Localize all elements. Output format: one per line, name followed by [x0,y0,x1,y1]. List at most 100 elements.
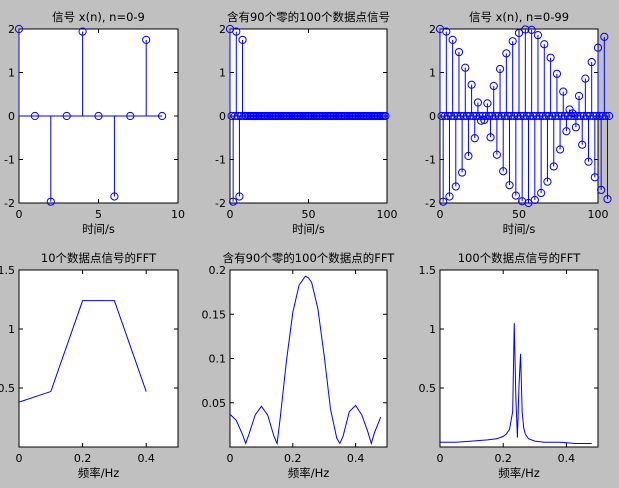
stem-marker [229,197,238,206]
stem-marker [230,111,239,121]
stem-marker [521,25,530,34]
stem-marker [600,32,609,41]
stem-marker [456,111,465,121]
y-tick-label: -2 [425,197,436,210]
axes-6: 0 0.2 0.4 0.5 1 1.5 100个数据点信号的FFT 频率/Hz [419,251,599,480]
stem-marker [554,111,563,121]
y-tick-label: 0.5 [419,382,437,395]
stem-marker [494,111,503,121]
stem-marker [541,111,550,121]
stem-marker [557,111,566,121]
plot-area [439,269,599,448]
axes-3: 0 50 100 -2 -1 0 1 2 信号 x(n), n=0-99 时间/s [425,10,614,236]
stem-marker [62,111,71,121]
stem-marker [381,111,390,121]
stem-marker [578,140,587,149]
stem-marker [533,30,543,40]
stem-marker [505,181,514,190]
stem-marker [525,111,535,121]
x-tick-label: 0.2 [494,452,512,465]
x-tick-label: 0 [16,452,23,465]
axes-1: 0 5 10 -2 -1 0 1 2 信号 x(n), n=0-9 时间/s [4,10,185,236]
y-tick-label: 1 [8,323,15,336]
stem-marker [544,111,554,121]
stem-marker [462,111,471,121]
y-tick-label: -1 [4,154,15,167]
stem-marker [470,134,479,143]
y-tick-label: -1 [425,154,436,167]
stem-marker [555,145,565,154]
x-tick-label: 50 [512,208,526,221]
stem-marker [497,111,506,121]
stem-marker [461,63,470,72]
stem-marker [603,194,612,204]
x-tick-label: 0.4 [347,452,365,465]
x-tick-label: 10 [171,208,185,221]
chart-title: 100个数据点信号的FFT [458,251,581,265]
stem-marker [593,43,603,52]
x-tick-label: 0.4 [137,452,155,465]
stem-marker [473,98,483,107]
chart-title: 含有90个零的100个数据点的FFT [223,251,396,265]
stem-marker [574,91,584,101]
y-tick-label: 2 [429,23,436,36]
stem-marker [488,111,497,121]
stem-marker [559,87,568,96]
stem-marker [538,111,547,121]
stem-marker [535,111,544,121]
stem-marker [30,111,40,121]
stem-marker [590,173,599,182]
stem-marker [586,111,595,121]
stem-marker [227,111,236,121]
stem-marker [562,127,571,136]
y-tick-label: 2 [219,23,226,36]
x-tick-label: 0 [437,208,444,221]
stem-marker [142,35,151,44]
stem-marker [552,69,562,78]
stem-marker [236,111,246,121]
stem-marker [511,191,520,200]
stem-marker [451,182,460,191]
y-tick-label: 0.05 [202,397,227,410]
stem-marker [486,133,495,142]
chart-title: 信号 x(n), n=0-9 [52,10,145,24]
stem-marker [489,81,498,91]
plot-area [229,269,388,448]
axes-5: 0 0.2 0.40.050.10.150.2含有90个零的100个数据点的FFT频… [202,251,396,480]
series-line [229,275,382,446]
stem-marker [467,80,476,89]
stem-marker [549,162,558,171]
stem-marker [46,197,55,206]
x-tick-label: 0 [227,452,234,465]
stem-marker [546,53,555,62]
y-tick-label: -2 [215,197,226,210]
x-axis-label: 频率/Hz [498,466,540,480]
y-tick-label: -1 [215,154,226,167]
x-tick-label: 50 [302,208,316,221]
stem-marker [601,111,611,121]
stem-marker [492,150,501,159]
stem-marker [507,111,516,121]
y-tick-label: 0.1 [209,353,227,366]
y-tick-label: 1.5 [0,264,15,277]
stem-marker [94,111,103,121]
stem-marker [582,111,592,121]
stem-marker [513,111,522,121]
stem-marker [503,111,513,121]
stem-marker [445,192,454,201]
series-line [18,300,147,403]
stem-marker [540,40,549,49]
stem-marker [481,111,490,121]
stem-marker [500,111,509,121]
stem-marker [532,111,541,121]
y-tick-label: 1.5 [419,264,437,277]
y-tick-label: 1 [219,67,226,80]
stem-marker [476,116,486,125]
stem-marker [595,111,604,121]
y-tick-label: 1 [8,67,15,80]
stem-marker [543,177,552,186]
x-tick-label: 0.2 [74,452,92,465]
stem-marker [527,25,536,34]
y-tick-label: 2 [8,23,15,36]
